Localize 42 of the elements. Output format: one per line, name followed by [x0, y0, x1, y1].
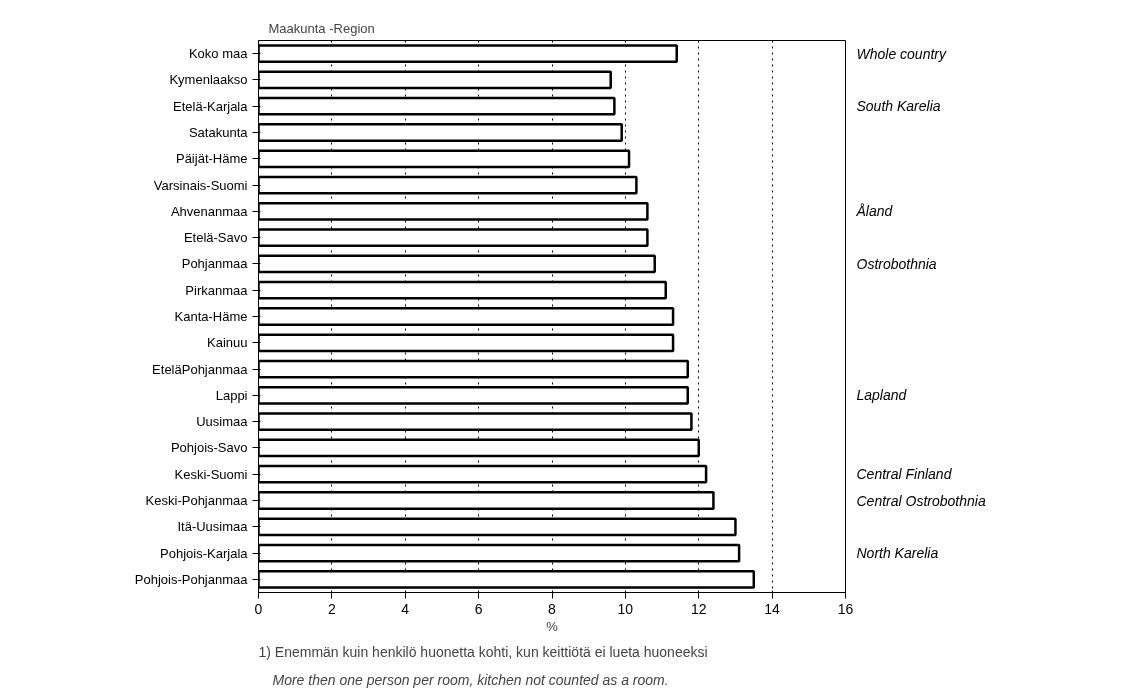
y-tick-label: Pohjanmaa — [181, 256, 249, 272]
x-tick-label: 0 — [254, 600, 263, 617]
x-tick-label: 10 — [617, 600, 634, 617]
y-tick-label: Koko maa — [188, 46, 249, 62]
text: More then one person per room, kitchen not counted as a room. — [272, 671, 669, 688]
text: 1) Enemmän kuin henkilö huonetta kohti, kun keittiötä ei lueta huoneeksi — [258, 643, 708, 660]
y2-tick-label: Central Ostrobothnia — [856, 492, 986, 509]
y2-tick-label: Ostrobothnia — [856, 255, 937, 272]
y-tick-label: Päijät-Häme — [175, 151, 248, 167]
y2-tick-label: Lapland — [856, 387, 908, 404]
y-tick-label: Etelä-Karjala — [173, 98, 249, 114]
y-tick-label: EteläPohjanmaa — [152, 361, 249, 377]
y2-tick-label: South Karelia — [856, 98, 941, 115]
y-axis-title: Maakunta -Region — [268, 20, 375, 36]
x-tick-label: 4 — [401, 600, 410, 617]
x-tick-label: 6 — [474, 600, 483, 617]
y-tick-label: Pohjois-Savo — [170, 440, 248, 456]
y-tick-label: Kymenlaakso — [169, 72, 248, 88]
y2-tick-label: North Karelia — [856, 545, 939, 562]
y-tick-label: Satakunta — [188, 125, 249, 140]
y-tick-label: Keski-Suomi — [174, 466, 248, 482]
y-tick-label: Uusimaa — [196, 414, 249, 430]
y-tick-label: Kanta-Häme — [174, 309, 248, 324]
y2-tick-label: Åland — [855, 203, 894, 220]
y-tick-label: Ahvenanmaa — [170, 203, 249, 219]
y-tick-label: Etelä-Savo — [183, 230, 248, 246]
y-tick-label: Lappi — [215, 387, 248, 403]
x-axis-title: % — [546, 618, 559, 634]
x-tick-label: 16 — [837, 600, 854, 617]
y-tick-label: Pohjois-Pohjanmaa — [134, 571, 249, 587]
y-tick-label: Varsinais-Suomi — [153, 177, 248, 193]
y-tick-label: Kainuu — [207, 335, 248, 351]
y-tick-label: Pohjois-Karjala — [160, 545, 249, 561]
y-tick-label: Itä-Uusimaa — [177, 519, 249, 535]
x-tick-label: 14 — [764, 600, 781, 617]
x-tick-label: 8 — [548, 600, 557, 617]
y2-tick-label: Whole country — [856, 45, 947, 62]
x-tick-label: 2 — [327, 600, 336, 617]
x-tick-label: 12 — [690, 600, 707, 617]
y2-tick-label: Central Finland — [856, 466, 953, 483]
y-tick-label: Keski-Pohjanmaa — [145, 493, 249, 508]
y-tick-label: Pirkanmaa — [185, 282, 249, 298]
